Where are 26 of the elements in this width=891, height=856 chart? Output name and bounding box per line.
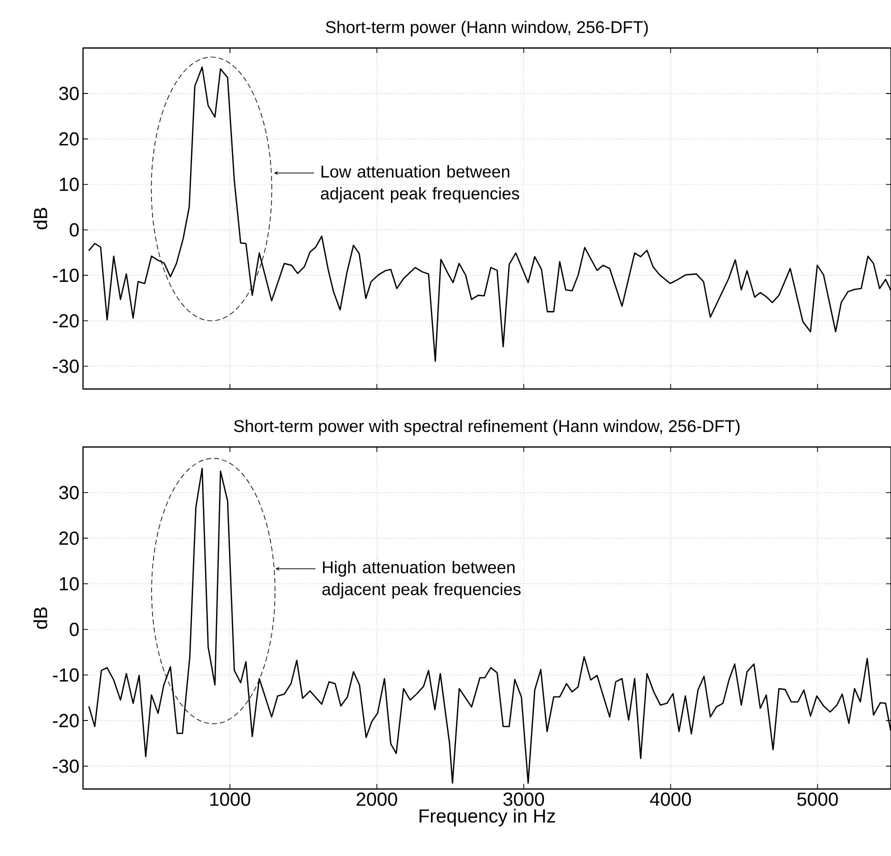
- y-tick-label: -20: [52, 714, 79, 728]
- chart-title: Short-term power (Hann window, 256-DFT): [326, 20, 648, 36]
- x-tick-label: 5000: [797, 792, 838, 806]
- annotation: Low attenuation between adjacent peak frequencies: [320, 165, 520, 203]
- y-tick-label: 20: [59, 132, 79, 146]
- x-tick-label: 3000: [503, 792, 544, 806]
- y-tick-label: -10: [52, 668, 79, 682]
- y-tick-label: -30: [52, 360, 79, 373]
- y-tick-label: -10: [52, 268, 79, 282]
- y-tick-label: 30: [59, 486, 79, 500]
- y-tick-label: 0: [70, 223, 79, 237]
- x-axis-title: Frequency in Hz: [420, 808, 555, 826]
- y-tick-label: -30: [52, 759, 79, 773]
- y-tick-label: 10: [60, 178, 79, 192]
- chart-title: Short-term power with spectral refinement (Hann window, 256-DFT): [234, 420, 740, 436]
- x-tick-label: 1000: [210, 792, 250, 806]
- y-axis-title: dB: [33, 607, 48, 629]
- y-tick-label: 20: [59, 531, 79, 545]
- x-tick-label: 4000: [650, 792, 691, 806]
- annotation: High attenuation between adjacent peak frequencies: [322, 560, 521, 599]
- x-tick-label: 2000: [356, 792, 398, 806]
- y-tick-label: 10: [60, 577, 79, 590]
- y-tick-label: 0: [70, 622, 79, 636]
- y-axis-title: dB: [33, 208, 48, 230]
- y-tick-label: -20: [52, 314, 79, 328]
- y-tick-label: 30: [59, 86, 79, 100]
